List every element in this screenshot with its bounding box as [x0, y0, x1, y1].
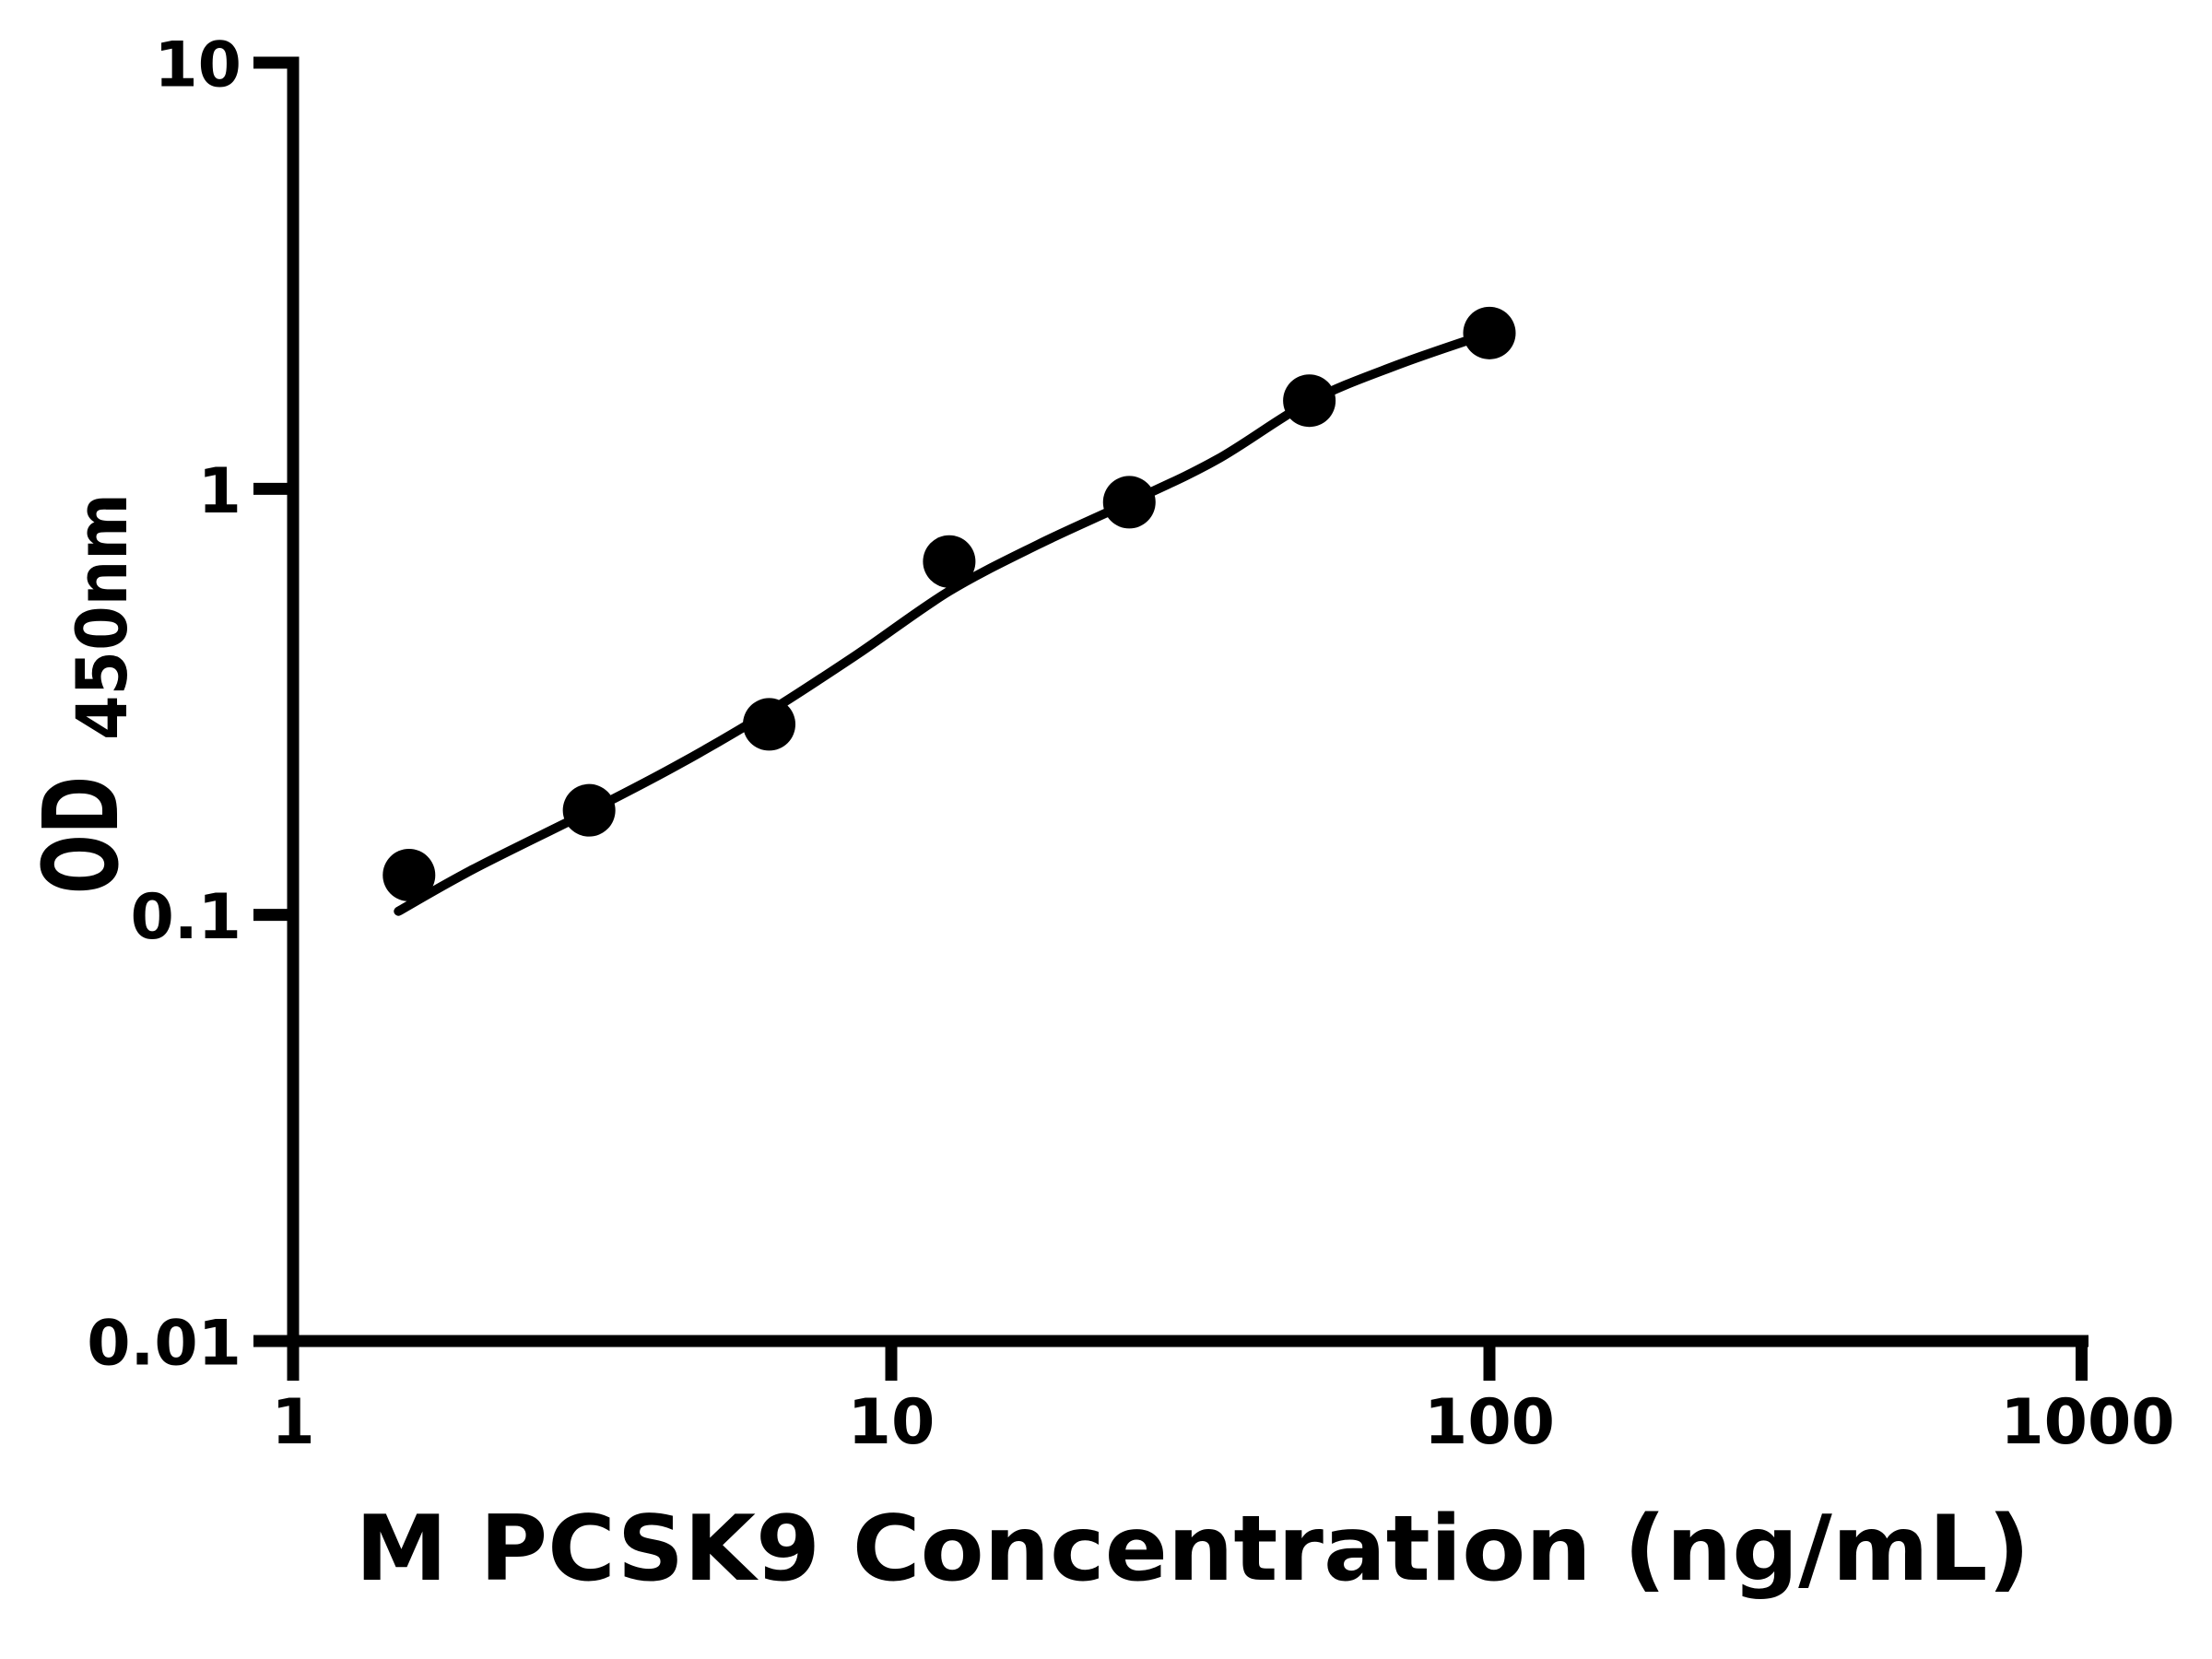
x-tick-label: 100 — [1424, 1386, 1555, 1459]
y-tick-label: 10 — [154, 29, 241, 102]
y-axis-title-main: OD — [22, 776, 142, 894]
y-tick-label: 0.01 — [87, 1308, 241, 1381]
x-tick-label: 1000 — [2000, 1386, 2174, 1459]
y-tick-label: 0.1 — [131, 881, 241, 954]
x-tick-label: 10 — [848, 1386, 935, 1459]
data-point — [1463, 306, 1516, 359]
data-point — [562, 783, 616, 837]
y-tick-label: 1 — [198, 455, 241, 528]
data-point — [382, 848, 436, 901]
y-axis-title-sub: 450nm — [61, 493, 143, 740]
x-tick-label: 1 — [271, 1386, 314, 1459]
y-axis-title: OD 450nm — [22, 493, 143, 894]
x-axis-title: M PCSK9 Concentration (ng/mL) — [356, 1497, 2030, 1602]
data-point — [923, 535, 976, 588]
data-point — [1102, 476, 1156, 529]
data-point — [743, 698, 796, 751]
plot-area: 1 10 100 1000 0.01 0.1 1 10 — [87, 29, 2174, 1460]
data-point — [1283, 374, 1336, 428]
